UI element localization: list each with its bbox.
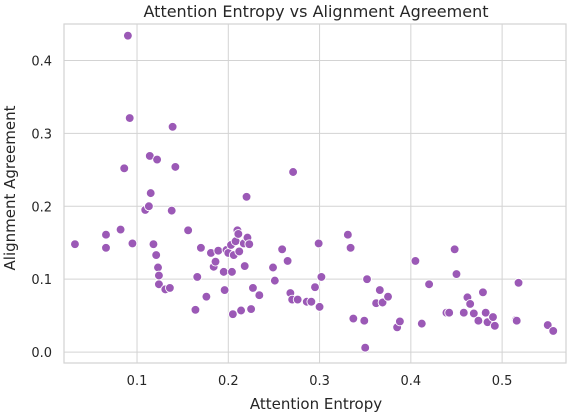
y-tick-label: 0.2 (31, 200, 52, 215)
data-point (244, 239, 255, 250)
data-point (166, 205, 177, 216)
data-point (248, 283, 258, 293)
y-axis-label: Alignment Agreement (1, 105, 19, 270)
data-point (119, 163, 130, 174)
data-point (201, 291, 212, 302)
y-tick-label: 0.3 (31, 127, 52, 142)
data-point (424, 279, 434, 290)
y-tick-label: 0.4 (31, 54, 52, 69)
data-point (313, 238, 324, 249)
data-point (458, 307, 469, 318)
data-point (473, 315, 484, 326)
data-point (213, 245, 224, 256)
data-point (154, 270, 164, 281)
grid-lines (64, 24, 566, 363)
data-point (124, 113, 135, 123)
data-point (154, 279, 164, 290)
data-point (170, 162, 181, 172)
data-point (542, 320, 553, 330)
data-point (233, 229, 244, 239)
data-point (314, 302, 325, 312)
data-point (416, 318, 427, 329)
data-point (101, 229, 111, 240)
data-point (359, 315, 370, 326)
data-point (377, 297, 388, 308)
data-point (306, 296, 317, 307)
data-point (123, 30, 133, 41)
data-point (511, 315, 522, 326)
data-point (115, 224, 126, 235)
data-point (513, 277, 524, 288)
data-point (444, 307, 455, 318)
data-point (362, 274, 372, 285)
data-point (192, 272, 203, 282)
y-tick-labels: 0.0 0.1 0.2 0.3 0.4 (31, 54, 52, 361)
data-point (277, 244, 287, 255)
data-point (410, 256, 421, 266)
data-point (480, 307, 491, 318)
data-point (196, 242, 206, 253)
data-point (489, 320, 500, 331)
x-tick-label: 0.4 (400, 374, 421, 389)
data-point (451, 269, 462, 279)
x-tick-label: 0.2 (218, 374, 239, 389)
data-point (70, 239, 80, 250)
data-point (374, 285, 385, 295)
data-point (167, 121, 178, 132)
data-point (488, 312, 498, 322)
x-axis-label: Attention Entropy (250, 395, 382, 413)
data-point (151, 250, 162, 260)
data-point (239, 261, 250, 271)
data-point (395, 316, 405, 327)
data-point (183, 225, 193, 236)
x-tick-labels: 0.1 0.2 0.3 0.4 0.5 (127, 374, 513, 389)
data-point (234, 246, 245, 257)
data-point (548, 326, 559, 336)
data-point (145, 188, 156, 198)
data-point (343, 229, 353, 240)
data-point (269, 275, 280, 286)
data-point (478, 287, 488, 298)
data-point (268, 262, 278, 273)
data-point (241, 191, 252, 202)
data-point (218, 267, 229, 277)
data-point (148, 239, 159, 250)
data-point (316, 272, 327, 282)
data-point (101, 242, 111, 253)
data-point (282, 256, 293, 266)
data-point (449, 244, 460, 255)
data-point (190, 304, 201, 315)
x-tick-label: 0.3 (309, 374, 330, 389)
data-point (360, 342, 371, 353)
data-point (348, 313, 359, 324)
plot-frame (63, 23, 567, 364)
y-tick-label: 0.1 (31, 273, 52, 288)
data-point (246, 304, 256, 314)
data-point (152, 154, 162, 165)
data-point (310, 282, 320, 293)
data-point (219, 285, 230, 295)
chart-title: Attention Entropy vs Alignment Agreement (144, 2, 489, 21)
data-point (468, 308, 479, 319)
data-points (70, 30, 559, 353)
x-tick-label: 0.5 (492, 374, 513, 389)
data-point (127, 238, 138, 249)
data-point (153, 262, 163, 273)
data-point (465, 299, 476, 309)
data-point (227, 267, 237, 277)
data-point (288, 167, 298, 177)
data-point (383, 291, 393, 302)
data-point (345, 242, 356, 253)
data-point (144, 201, 154, 212)
data-point (236, 305, 246, 316)
data-point (165, 283, 175, 293)
data-point (254, 290, 265, 301)
y-tick-label: 0.0 (31, 346, 52, 361)
data-point (210, 256, 221, 267)
x-tick-label: 0.1 (127, 374, 148, 389)
data-point (228, 309, 238, 320)
data-point (292, 294, 303, 305)
